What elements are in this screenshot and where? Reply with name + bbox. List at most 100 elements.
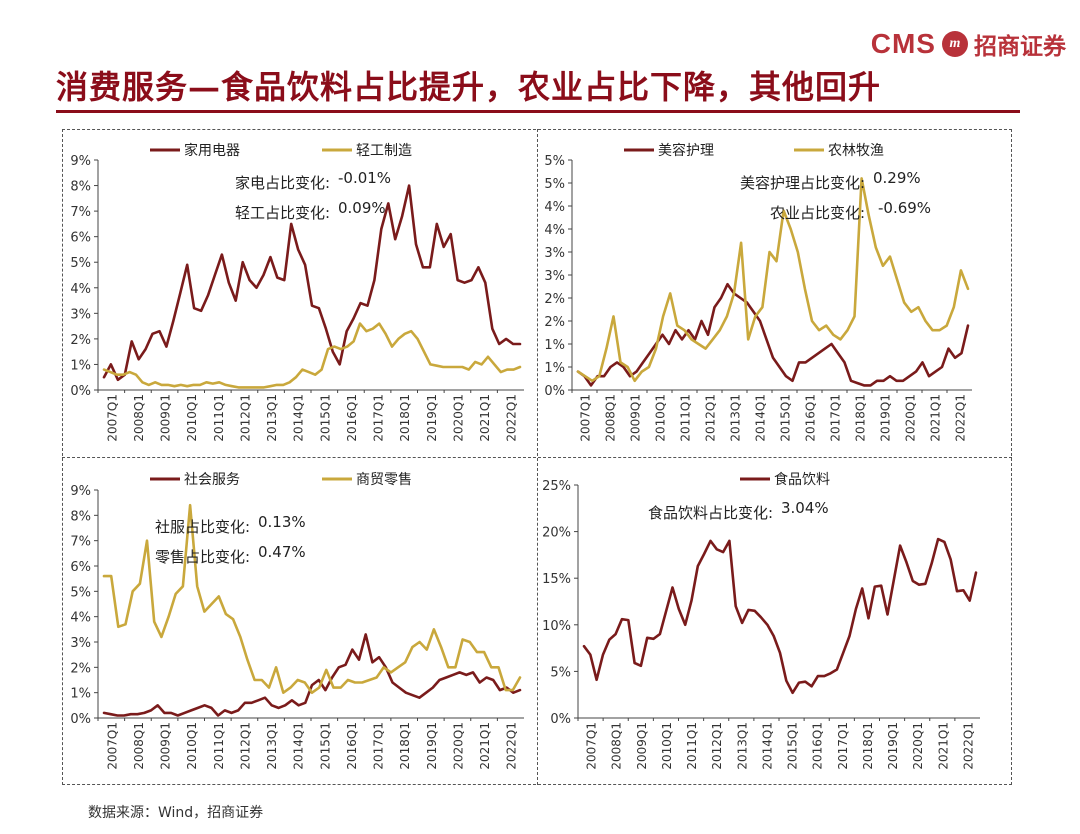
y-tick-label: 5% [70,585,91,600]
x-tick-label: 2012Q1 [238,394,252,442]
x-tick-label: 2013Q1 [735,722,749,770]
x-tick-label: 2010Q1 [185,394,199,442]
x-tick-label: 2017Q1 [836,722,850,770]
x-tick-label: 2013Q1 [729,394,743,442]
x-tick-label: 2021Q1 [936,722,950,770]
chart-top-left: 0% 1% 2% 3% 4% 5% 6% 7% 8% 9% 2007Q1 2008Q1 2009Q1 20… [70,142,524,442]
x-tick-label: 2022Q1 [505,722,519,770]
x-tick-label: 2021Q1 [478,394,492,442]
series-line-农林牧渔 [576,177,970,383]
x-tick-label: 2020Q1 [451,394,465,442]
x-tick-label: 2012Q1 [704,394,718,442]
chart-bottom-left: 0% 1% 2% 3% 4% 5% 6% 7% 8% 9% 2007Q1 2008Q1 2009Q1 20… [70,472,524,770]
annotation-label: 轻工占比变化: [235,204,330,222]
x-tick-label: 2011Q1 [679,394,693,442]
legend-label: 家用电器 [184,142,240,159]
x-tick-label: 2010Q1 [185,722,199,770]
annotation-label: 零售占比变化: [155,548,250,566]
y-tick-label: 3% [544,246,565,261]
y-tick-label: 0% [70,712,91,727]
x-tick-label: 2017Q1 [372,722,386,770]
y-tick-label: 1% [544,338,565,353]
title-divider [56,110,1020,113]
x-tick-label: 2007Q1 [585,722,599,770]
x-tick-label: 2022Q1 [505,394,519,442]
x-tick-label: 2012Q1 [238,722,252,770]
legend-label: 轻工制造 [356,143,412,159]
x-tick-label: 2018Q1 [398,722,412,770]
series-line-家用电器 [102,184,522,382]
x-tick-label: 2021Q1 [478,722,492,770]
x-tick-label: 2016Q1 [345,394,359,442]
series-line-美容护理 [576,282,970,387]
chart-bottom-right: 0% 5% 10% 15% 20% 25% 2007Q1 2008Q1 2009Q1 2010Q1… [542,471,980,770]
annotation-value: -0.69% [878,199,931,217]
x-tick-label: 2014Q1 [292,394,306,442]
x-tick-label: 2015Q1 [318,722,332,770]
annotation-value: 0.13% [258,513,306,531]
x-tick-label: 2014Q1 [760,722,774,770]
y-tick-label: 1% [70,687,91,702]
logo-mark-icon: m [942,31,968,57]
legend-label: 社会服务 [184,472,240,488]
x-tick-label: 2019Q1 [425,722,439,770]
y-tick-label: 10% [542,619,571,634]
y-tick-label: 1% [70,358,91,373]
x-tick-label: 2010Q1 [654,394,668,442]
x-tick-label: 2018Q1 [854,394,868,442]
x-tick-label: 2007Q1 [105,394,119,442]
chart-top-right: 0% 1% 1% 2% 2% 3% 3% 4% 4% 5% 5% 2007Q1 2008Q1 2009Q1… [544,142,972,442]
y-tick-label: 2% [70,333,91,348]
y-tick-label: 8% [70,509,91,524]
y-tick-label: 20% [542,526,571,541]
x-tick-label: 2008Q1 [132,722,146,770]
y-tick-label: 7% [70,535,91,550]
x-tick-label: 2008Q1 [132,394,146,442]
x-tick-label: 2018Q1 [398,394,412,442]
y-tick-label: 2% [70,661,91,676]
page-title: 消费服务—食品饮料占比提升，农业占比下降，其他回升 [56,68,882,106]
x-tick-label: 2019Q1 [886,722,900,770]
logo-cn-text: 招商证券 [974,33,1066,60]
y-tick-label: 0% [544,384,565,399]
x-tick-label: 2009Q1 [159,394,173,442]
y-tick-label: 9% [70,484,91,499]
annotation-value: 0.09% [338,199,386,217]
x-tick-label: 2011Q1 [212,722,226,770]
legend-label: 农林牧渔 [828,143,884,159]
legend-label: 商贸零售 [356,472,412,488]
y-tick-label: 1% [544,361,565,376]
y-tick-label: 5% [544,177,565,192]
y-tick-label: 25% [542,479,571,494]
x-tick-label: 2021Q1 [929,394,943,442]
annotation-label: 食品饮料占比变化: [648,504,773,522]
x-tick-label: 2012Q1 [710,722,724,770]
y-tick-label: 2% [544,292,565,307]
y-tick-label: 4% [544,200,565,215]
y-tick-label: 7% [70,205,91,220]
x-tick-label: 2009Q1 [635,722,649,770]
x-tick-label: 2017Q1 [829,394,843,442]
x-tick-label: 2020Q1 [911,722,925,770]
y-tick-label: 4% [544,223,565,238]
x-tick-label: 2019Q1 [879,394,893,442]
y-tick-label: 9% [70,154,91,169]
y-tick-label: 6% [70,231,91,246]
annotation-label: 家电占比变化: [235,174,330,192]
y-tick-label: 3% [544,269,565,284]
series-line-社会服务 [102,633,522,717]
y-tick-label: 3% [70,636,91,651]
x-tick-label: 2014Q1 [292,722,306,770]
y-tick-label: 4% [70,611,91,626]
x-tick-label: 2020Q1 [904,394,918,442]
annotation-value: 0.47% [258,543,306,561]
y-tick-label: 3% [70,307,91,322]
y-tick-label: 5% [544,154,565,169]
legend-label: 美容护理 [658,142,714,159]
x-tick-label: 2016Q1 [804,394,818,442]
x-tick-label: 2008Q1 [604,394,618,442]
x-tick-label: 2013Q1 [265,722,279,770]
x-tick-label: 2011Q1 [685,722,699,770]
logo-cms-text: CMS [870,28,936,59]
y-tick-label: 5% [550,665,571,680]
